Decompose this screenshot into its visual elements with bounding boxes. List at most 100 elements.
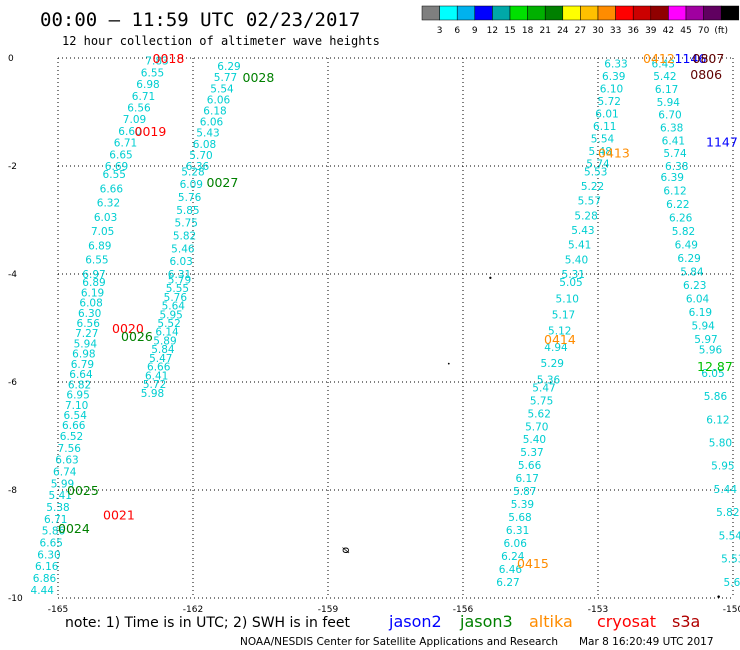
scale-label: 39 bbox=[645, 26, 657, 36]
wave-height-point: 5.29 bbox=[541, 358, 564, 370]
wave-height-point: 6.43 bbox=[652, 58, 675, 70]
footer-credit: NOAA/NESDIS Center for Satellite Applica… bbox=[240, 636, 558, 648]
legend-altika: altika bbox=[529, 612, 573, 631]
wave-height-point: 6.06 bbox=[504, 538, 528, 550]
wave-height-point: 5.68 bbox=[508, 512, 531, 524]
wave-height-point: 5.44 bbox=[714, 484, 738, 496]
wave-height-point: 5.48 bbox=[589, 146, 612, 158]
time-label: 0027 bbox=[207, 175, 239, 190]
wave-height-point: 5.47 bbox=[532, 382, 555, 394]
wave-height-point: 5.64 bbox=[162, 301, 186, 313]
time-label: 0412 bbox=[643, 51, 675, 66]
wave-height-point: 5.39 bbox=[511, 499, 534, 511]
wave-height-point: 4.94 bbox=[544, 342, 568, 354]
wave-height-point: 6.03 bbox=[169, 256, 192, 268]
wave-height-point: 5.89 bbox=[153, 335, 176, 347]
time-label: 1147 bbox=[706, 135, 738, 150]
wave-height-point: 6.23 bbox=[683, 280, 706, 292]
wave-height-point: 5.53 bbox=[721, 554, 740, 566]
wave-height-point: 5.43 bbox=[571, 225, 594, 237]
wave-height-point: 6.70 bbox=[658, 110, 681, 122]
wave-height-point: 6.24 bbox=[501, 551, 525, 563]
scale-swatch bbox=[685, 5, 704, 21]
x-tick-label: -165 bbox=[48, 605, 68, 615]
y-tick-label: 0 bbox=[8, 54, 14, 64]
time-label: 0019 bbox=[135, 124, 167, 139]
scale-label: 3 bbox=[437, 26, 443, 36]
wave-height-point: 6.06 bbox=[200, 117, 224, 129]
wave-height-point: 5.82 bbox=[173, 231, 196, 243]
wave-height-point: 5.62 bbox=[528, 408, 551, 420]
wave-height-point: 6.95 bbox=[66, 390, 89, 402]
scale-label: 6 bbox=[454, 26, 460, 36]
scale-label: 42 bbox=[663, 26, 674, 36]
wave-height-point: 5.82 bbox=[716, 507, 739, 519]
wave-height-point: 5.85 bbox=[176, 205, 199, 217]
wave-height-point: 6.22 bbox=[666, 199, 689, 211]
svg-text:ᴓ: ᴓ bbox=[342, 543, 350, 556]
x-tick-label: -159 bbox=[318, 605, 339, 615]
wave-height-point: 6.63 bbox=[55, 455, 78, 467]
x-tick-label: -162 bbox=[183, 605, 203, 615]
wave-height-point: 6.55 bbox=[85, 255, 108, 267]
scale-label: 9 bbox=[472, 26, 478, 36]
wave-height-points: 7.836.556.986.716.567.096.606.716.656.69… bbox=[31, 56, 740, 597]
svg-text:•: • bbox=[488, 274, 493, 283]
wave-height-point: 6.55 bbox=[141, 67, 164, 79]
wave-height-point: 4.44 bbox=[31, 585, 55, 597]
wave-height-point: 5.22 bbox=[581, 181, 604, 193]
scale-swatch bbox=[597, 5, 616, 21]
wave-height-point: 5.52 bbox=[157, 318, 180, 330]
wave-height-point: 6.26 bbox=[669, 212, 693, 224]
scale-label: 18 bbox=[522, 26, 534, 36]
wave-height-point: 6.29 bbox=[677, 253, 700, 265]
wave-height-point: 5.41 bbox=[568, 240, 591, 252]
scale-label: 70 bbox=[698, 26, 710, 36]
wave-height-point: 6.38 bbox=[665, 161, 688, 173]
wave-height-point: 6.65 bbox=[40, 538, 63, 550]
time-label: 0807 bbox=[693, 51, 725, 66]
time-label: 0414 bbox=[544, 332, 576, 347]
scale-swatch bbox=[668, 5, 687, 21]
scale-label: 24 bbox=[557, 26, 569, 36]
wave-height-point: 5.99 bbox=[51, 478, 74, 490]
wave-height-point: 6.41 bbox=[145, 370, 168, 382]
wave-height-point: 6.17 bbox=[516, 473, 539, 485]
wave-height-point: 5.98 bbox=[141, 388, 164, 400]
wave-height-point: 5.55 bbox=[166, 283, 189, 295]
wave-height-point: 6.55 bbox=[103, 169, 126, 181]
wave-height-point: 6.39 bbox=[602, 71, 625, 83]
scale-swatch bbox=[615, 5, 634, 21]
scale-swatch bbox=[580, 5, 599, 21]
scale-swatch bbox=[544, 5, 564, 21]
wave-height-point: 5.97 bbox=[694, 334, 717, 346]
scale-swatch bbox=[492, 5, 511, 21]
time-label: 0806 bbox=[690, 67, 722, 82]
axis-ticks: -165 -162 -159 -156 -153 -150 0 -2 -4 -6 -8 -10 bbox=[8, 54, 740, 615]
scale-swatch bbox=[650, 5, 669, 21]
y-tick-label: -2 bbox=[8, 162, 17, 172]
wave-height-point: 5.12 bbox=[548, 326, 571, 338]
wave-height-point: 7.27 bbox=[75, 328, 98, 340]
legend-jason3: jason3 bbox=[459, 612, 513, 631]
scale-swatch bbox=[421, 5, 440, 21]
time-label: 12.87 bbox=[697, 359, 733, 374]
wave-height-point: 5.17 bbox=[552, 310, 575, 322]
wave-height-point: 6.33 bbox=[604, 58, 627, 70]
wave-height-point: 6.31 bbox=[168, 269, 191, 281]
wave-height-point: 6.56 bbox=[127, 103, 151, 115]
wave-height-point: 5.72 bbox=[143, 379, 166, 391]
wave-height-point: 6.29 bbox=[217, 61, 240, 73]
wave-height-point: 6.05 bbox=[701, 368, 724, 380]
footer-note: note: 1) Time is in UTC; 2) SWH is in fe… bbox=[65, 615, 351, 631]
wave-height-point: 5.70 bbox=[189, 150, 212, 162]
scale-swatch bbox=[456, 5, 476, 21]
stray-marks: • • ᴓ • bbox=[342, 274, 721, 603]
y-tick-label: -4 bbox=[8, 270, 17, 280]
wave-height-point: 5.86 bbox=[704, 391, 728, 403]
wave-height-point: 6.97 bbox=[82, 269, 105, 281]
chart-subtitle: 12 hour collection of altimeter wave hei… bbox=[62, 34, 380, 48]
satellite-legend: jason2 jason3 altika cryosat s3a bbox=[388, 612, 700, 631]
wave-height-point: 5.37 bbox=[520, 447, 543, 459]
